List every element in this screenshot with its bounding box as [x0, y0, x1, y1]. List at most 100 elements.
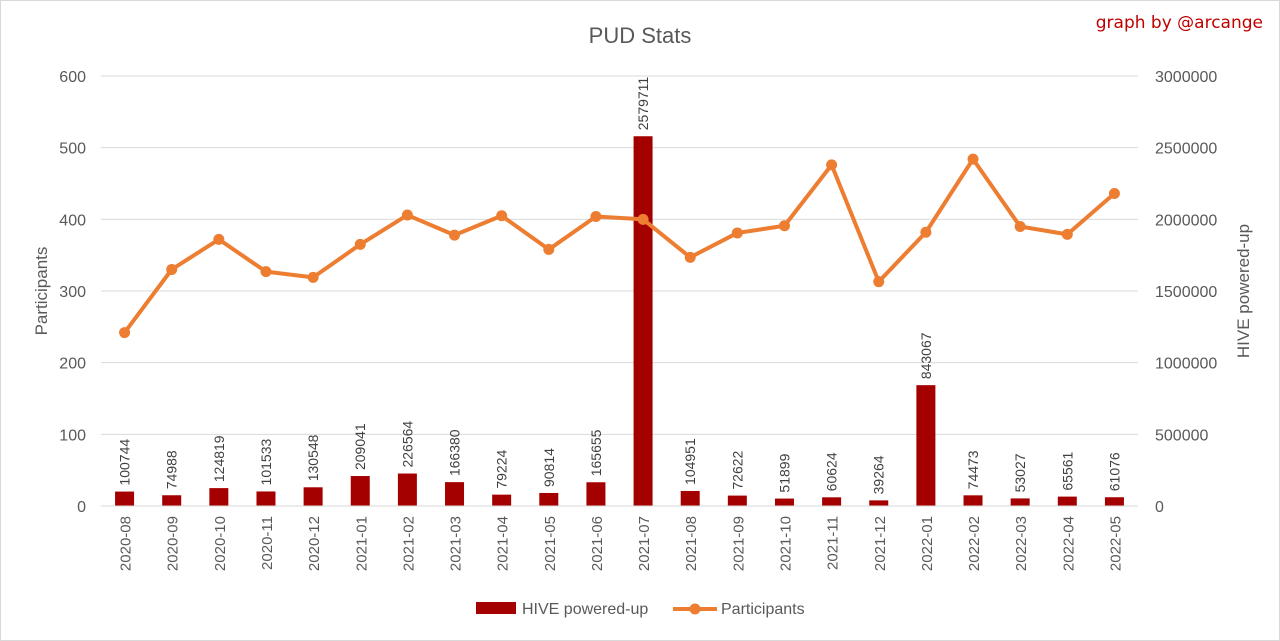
bar-data-label: 166380	[447, 429, 463, 476]
legend-label-bar: HIVE powered-up	[522, 601, 648, 618]
participants-marker	[496, 210, 508, 222]
x-axis-tick-label: 2021-07	[636, 516, 653, 571]
left-axis-tick-label: 300	[59, 284, 86, 301]
right-axis-tick-label: 2500000	[1155, 141, 1217, 158]
bar	[680, 490, 700, 506]
left-axis-tick-label: 400	[59, 212, 86, 229]
bar	[963, 495, 983, 506]
bar	[350, 476, 370, 506]
participants-marker	[967, 153, 979, 165]
legend-swatch-bar	[476, 602, 516, 614]
x-axis-tick-label: 2020-09	[165, 516, 182, 571]
left-axis-title: Participants	[32, 247, 51, 336]
bar-data-label: 209041	[352, 423, 368, 470]
participants-marker	[873, 276, 885, 288]
bar	[209, 488, 229, 506]
bar-data-label: 61076	[1106, 452, 1122, 491]
x-axis-tick-label: 2021-05	[542, 516, 559, 571]
bar	[397, 473, 417, 506]
bar-data-label: 79224	[494, 450, 510, 489]
bar-data-label: 74473	[965, 450, 981, 489]
x-axis-tick-label: 2021-12	[872, 516, 889, 571]
right-axis-tick-label: 1500000	[1155, 284, 1217, 301]
x-axis-tick-label: 2022-05	[1107, 516, 1124, 571]
participants-marker	[401, 209, 413, 221]
x-axis-tick-label: 2021-02	[400, 516, 417, 571]
credit-label: graph by @arcange	[1095, 13, 1263, 33]
left-axis-tick-label: 100	[59, 427, 86, 444]
bar	[445, 482, 465, 506]
x-axis-tick-label: 2021-03	[448, 516, 465, 571]
left-axis-tick-label: 600	[59, 69, 86, 86]
bar-data-label: 51899	[776, 453, 792, 492]
x-axis-tick-label: 2022-04	[1060, 516, 1077, 571]
participants-marker	[684, 251, 696, 263]
participants-marker	[543, 243, 555, 255]
bar-data-label: 2579711	[635, 77, 651, 131]
bar	[492, 494, 512, 506]
right-axis-tick-label: 500000	[1155, 427, 1208, 444]
participants-marker	[637, 213, 649, 225]
x-axis-tick-label: 2021-11	[825, 516, 842, 570]
legend-marker-line	[689, 603, 701, 615]
participants-line	[122, 157, 1117, 335]
bar-data-label: 74988	[164, 450, 180, 489]
bar-data-label: 60624	[824, 452, 840, 491]
participants-marker	[1108, 188, 1120, 200]
right-axis-tick-label: 2000000	[1155, 212, 1217, 229]
bar	[869, 500, 889, 506]
x-axis-tick-label: 2021-08	[683, 516, 700, 571]
x-axis-tick-label: 2020-12	[306, 516, 323, 571]
participants-marker	[119, 327, 131, 339]
chart-title: PUD Stats	[589, 23, 692, 48]
participants-marker	[590, 210, 602, 222]
bar-data-label: 53027	[1012, 453, 1028, 492]
x-axis-tick-label: 2020-08	[118, 516, 135, 571]
x-axis-tick-label: 2021-09	[730, 516, 747, 571]
x-axis-tick-label: 2021-04	[495, 516, 512, 571]
bar-data-label: 124819	[211, 435, 227, 482]
left-axis-tick-label: 200	[59, 356, 86, 373]
participants-marker	[778, 220, 790, 232]
right-axis-tick-label: 0	[1155, 499, 1164, 516]
bar-data-label: 90814	[541, 448, 557, 487]
bar	[916, 385, 936, 506]
bar-data-label: 100744	[117, 439, 133, 486]
bar-data-label: 72622	[729, 450, 745, 489]
bar	[115, 491, 135, 506]
participants-marker	[1014, 221, 1026, 232]
left-axis-tick-label: 500	[59, 141, 86, 158]
participants-marker	[354, 238, 366, 250]
x-axis-tick-label: 2021-06	[589, 516, 606, 571]
bar	[1104, 497, 1124, 506]
bar	[633, 136, 653, 506]
participants-marker	[731, 227, 743, 239]
bar	[303, 487, 323, 506]
x-axis-tick-label: 2022-02	[966, 516, 983, 571]
bar	[822, 497, 842, 506]
bar-data-label: 65561	[1059, 451, 1075, 490]
bar	[539, 492, 559, 506]
participants-marker	[1061, 228, 1073, 240]
participants-marker	[260, 266, 272, 278]
bar	[774, 498, 794, 506]
right-axis-title: HIVE powered-up	[1234, 224, 1253, 358]
participants-marker	[166, 264, 178, 275]
bar	[1057, 496, 1077, 506]
bar-data-label: 165655	[588, 429, 604, 476]
x-axis-tick-label: 2021-10	[777, 516, 794, 571]
bar-data-label: 130548	[305, 434, 321, 481]
participants-marker	[826, 159, 838, 171]
x-axis-tick-label: 2020-10	[212, 516, 229, 571]
bar-data-label: 226564	[399, 421, 415, 468]
x-axis-tick-label: 2022-01	[919, 516, 936, 571]
left-axis-tick-label: 0	[77, 499, 86, 516]
x-axis-tick-label: 2020-11	[259, 516, 276, 570]
bar-data-label: 39264	[871, 455, 887, 494]
bar	[256, 491, 276, 506]
participants-marker	[920, 226, 932, 238]
bar	[1010, 498, 1030, 506]
participants-marker	[213, 233, 225, 245]
bar	[586, 482, 606, 506]
